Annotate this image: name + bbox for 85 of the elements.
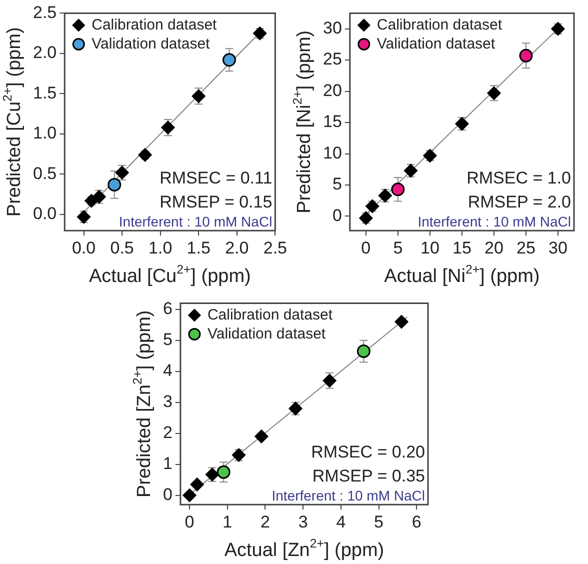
point [115,166,129,180]
y-tick-label: 0 [162,484,172,504]
point [423,148,437,162]
y-axis-title: Predicted [Zn2+] (ppm) [130,310,155,498]
x-tick-label: 2.5 [263,238,288,258]
point [391,182,405,196]
y-axis-title: Predicted [Ni2+] (ppm) [290,30,315,214]
x-tick-label: 3 [298,512,308,532]
y-tick-label: 4 [162,361,172,380]
y-axis-title: Predicted [Cu2+] (ppm) [0,27,25,217]
point [161,120,175,134]
legend-label: Validation dataset [92,35,211,52]
x-tick-label: 5 [374,512,384,532]
x-tick-label: 2.0 [225,238,249,258]
point [222,53,236,67]
y-tick-label: 1.0 [32,124,57,143]
point [92,190,106,204]
y-tick-label: 6 [162,299,172,318]
y-tick-label: 5 [332,174,342,194]
point [359,211,373,225]
x-tick-label: 5 [393,238,403,258]
annotation: Interferent : 10 mM NaCl [418,214,571,230]
y-tick-label: 10 [322,143,342,162]
annotation: RMSEP = 0.15 [160,192,272,212]
annotation: Interferent : 10 mM NaCl [272,488,425,504]
annotation: RMSEC = 1.0 [466,168,571,188]
point [216,465,230,479]
y-tick-label: 1 [162,454,172,474]
point [551,22,565,36]
y-tick-label: 30 [322,18,342,38]
annotation: RMSEC = 0.11 [160,168,272,188]
legend-label: Validation dataset [376,35,496,52]
point [138,148,152,162]
point [232,448,246,462]
legend-label: Validation dataset [207,325,326,342]
annotation: Interferent : 10 mM NaCl [118,214,272,230]
x-tick-label: 25 [516,238,536,258]
x-tick-label: 0 [361,238,371,258]
y-tick-label: 15 [322,112,342,132]
y-tick-label: 0 [332,206,342,225]
x-tick-label: 0.0 [72,238,96,258]
point [253,26,267,40]
annotation: RMSEP = 0.35 [312,466,425,486]
point [322,374,336,388]
point [356,344,370,358]
point [455,117,469,131]
legend-label: Calibration dataset [92,16,218,34]
x-tick-label: 30 [548,238,568,258]
point [404,164,418,178]
point [394,315,408,329]
x-tick-label: 1 [222,512,232,532]
y-tick-label: 3 [162,392,172,412]
point [77,210,91,224]
x-tick-label: 1.5 [186,238,210,258]
point [378,188,392,202]
point [487,86,501,100]
point [366,199,380,213]
x-tick-label: 2 [260,512,270,532]
x-tick-label: 20 [484,238,504,258]
y-tick-label: 0.0 [32,204,57,224]
x-tick-label: 6 [412,512,422,532]
y-tick-label: 25 [322,50,342,69]
annotation: RMSEP = 2.0 [468,192,571,212]
x-tick-label: 0 [184,512,194,532]
y-tick-label: 1.5 [32,83,57,102]
point [519,48,533,62]
y-tick-label: 2.0 [32,43,57,62]
y-tick-label: 2.5 [32,2,57,22]
y-tick-label: 0.5 [32,164,57,183]
point [192,89,206,103]
point [254,430,268,444]
point [108,178,122,192]
y-tick-label: 5 [162,330,172,350]
x-tick-label: 15 [452,238,472,258]
y-tick-label: 20 [322,80,342,100]
legend-label: Calibration dataset [207,306,334,324]
point [182,488,196,502]
x-tick-label: 0.5 [110,238,134,258]
x-tick-label: 10 [420,238,440,258]
point [84,194,98,208]
point [288,402,302,416]
point [190,478,204,492]
legend-label: Calibration dataset [376,16,503,34]
y-tick-label: 2 [162,423,172,442]
annotation: RMSEC = 0.20 [311,442,425,462]
